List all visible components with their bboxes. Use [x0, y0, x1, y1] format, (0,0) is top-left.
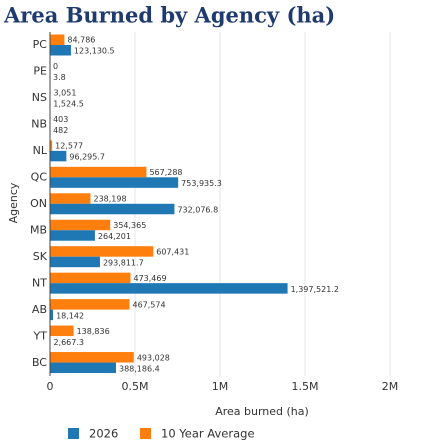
bar: [50, 166, 147, 178]
x-axis-title: Area burned (ha): [215, 405, 309, 418]
value-label: 732,076.8: [177, 206, 218, 215]
bar: [50, 362, 116, 374]
bar: [50, 283, 288, 294]
bar: [50, 272, 131, 284]
value-label: 354,365: [113, 221, 146, 230]
y-tick-label: QC: [31, 171, 48, 184]
y-tick-label: YT: [33, 329, 48, 342]
value-label: 123,130.5: [74, 47, 115, 56]
y-axis-title: Agency: [7, 182, 20, 223]
y-tick-label: NL: [33, 144, 48, 157]
value-label: 3,051: [54, 89, 77, 98]
y-tick-label: PC: [33, 38, 48, 51]
value-label: 96,295.7: [69, 153, 105, 162]
value-label: 18,142: [56, 311, 84, 320]
value-label: 293,811.7: [103, 258, 144, 267]
y-tick-label: NS: [32, 91, 47, 104]
value-label: 0: [53, 62, 58, 71]
bar: [50, 219, 111, 231]
value-label: 467,574: [132, 300, 165, 309]
x-tick-label: 0.5M: [122, 380, 149, 393]
y-tick-label: SK: [33, 250, 48, 263]
bar: [50, 45, 71, 56]
chart-title: Area Burned by Agency (ha): [3, 3, 335, 28]
value-label: 1,524.5: [53, 100, 84, 109]
bar: [50, 246, 154, 257]
y-tick-label: ON: [30, 197, 47, 210]
value-label: 567,288: [149, 168, 182, 177]
x-tick-label: 1.5M: [292, 380, 319, 393]
y-tick-label: AB: [32, 303, 47, 316]
value-label: 1,397,521.2: [291, 285, 339, 294]
value-label: 138,836: [77, 327, 110, 336]
bar: [50, 177, 179, 188]
bar: [50, 256, 100, 268]
legend-swatch: [140, 428, 151, 439]
value-label: 3.8: [53, 73, 66, 82]
legend-label: 2026: [89, 427, 118, 441]
bar: [50, 230, 95, 241]
bar: [50, 309, 54, 321]
y-tick-label: PE: [33, 65, 47, 78]
value-label: 607,431: [156, 247, 189, 256]
bar: [50, 34, 65, 45]
legend-label: 10 Year Average: [161, 427, 255, 441]
y-tick-label: NT: [32, 276, 47, 289]
x-tick-label: 1M: [212, 380, 229, 393]
y-tick-label: NB: [31, 118, 47, 131]
value-label: 473,469: [133, 274, 166, 283]
y-tick-label: BC: [32, 356, 47, 369]
value-label: 388,186.4: [119, 364, 160, 373]
value-label: 482: [53, 126, 68, 135]
bar: [50, 140, 53, 151]
bar: [50, 203, 175, 215]
bar: [50, 299, 130, 310]
x-tick-label: 2M: [382, 380, 399, 393]
value-label: 12,577: [55, 142, 83, 151]
legend-swatch: [68, 428, 79, 439]
bar: [50, 352, 134, 363]
bar: [50, 325, 74, 337]
value-label: 2,667.3: [53, 338, 84, 347]
value-label: 403: [53, 115, 68, 124]
value-label: 238,198: [93, 195, 126, 204]
value-label: 84,786: [67, 36, 95, 45]
bar: [50, 193, 91, 204]
value-label: 753,935.3: [181, 179, 222, 188]
y-tick-label: MB: [30, 223, 47, 236]
value-label: 493,028: [137, 353, 170, 362]
value-label: 264,201: [98, 232, 131, 241]
x-tick-label: 0: [47, 380, 54, 393]
bar: [50, 150, 67, 162]
